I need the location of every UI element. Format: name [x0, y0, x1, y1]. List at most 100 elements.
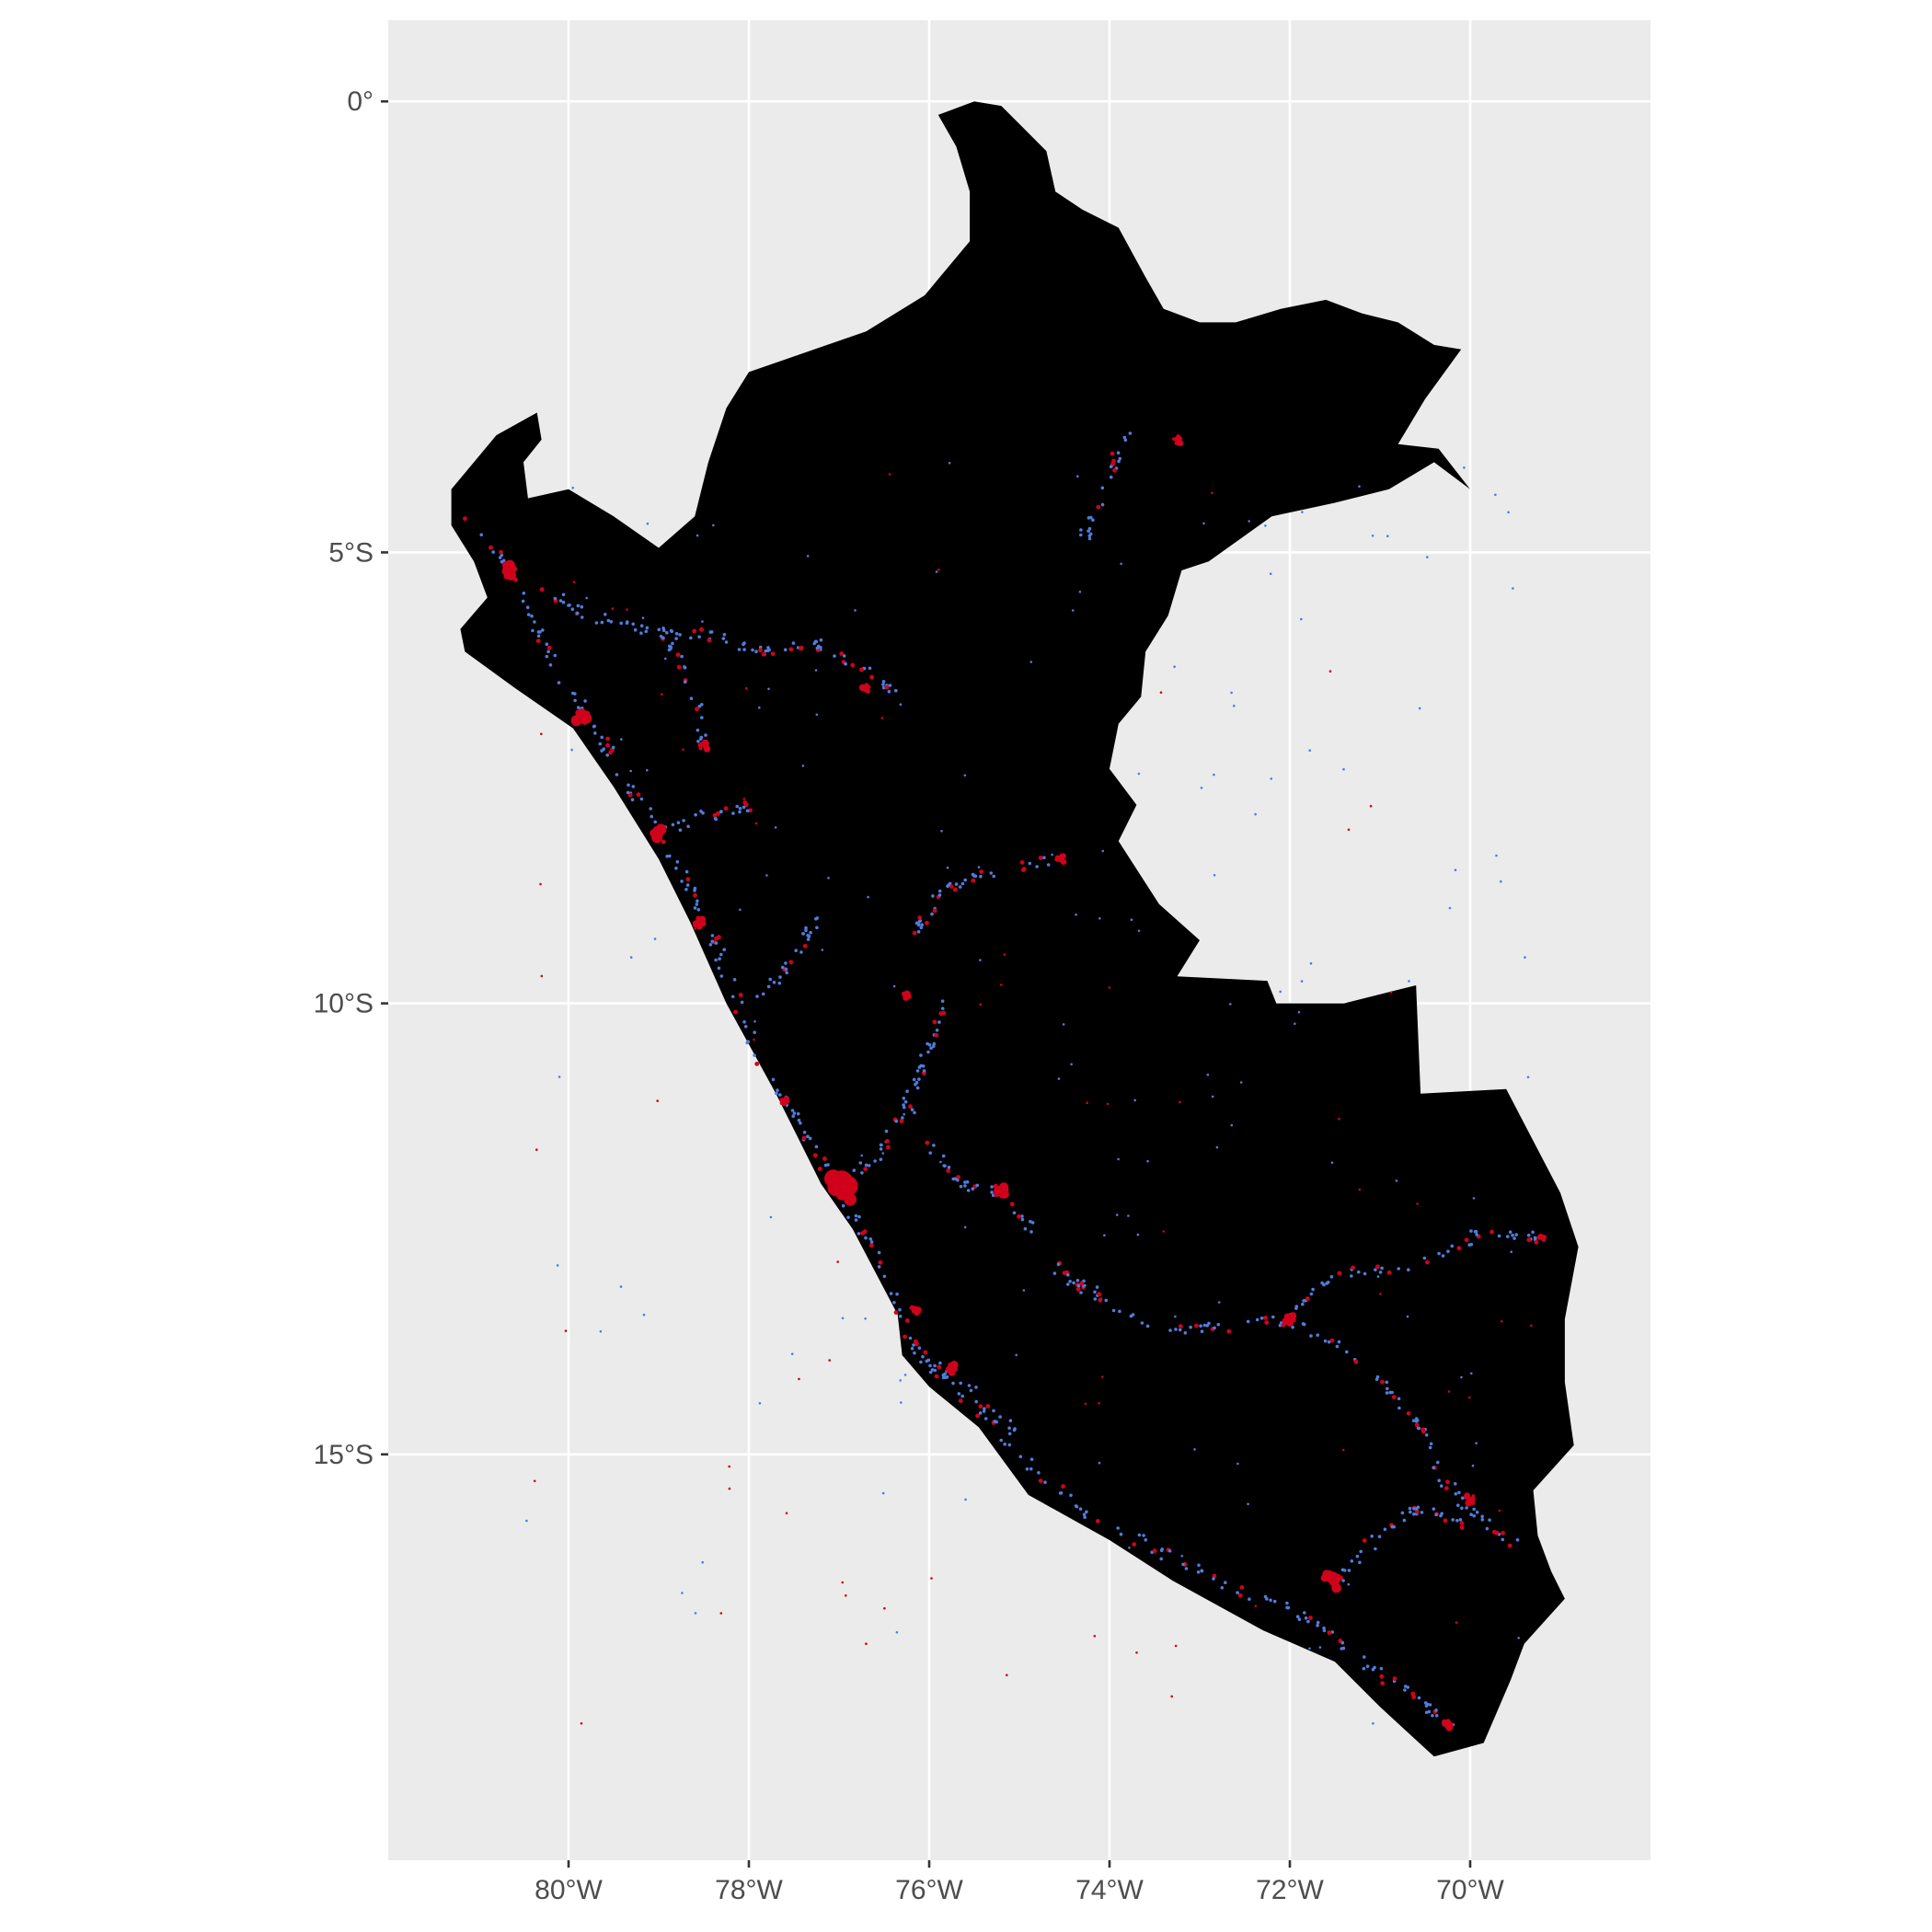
light-dot: [755, 995, 759, 998]
city-light: [1289, 1316, 1295, 1323]
light-dot: [1322, 1626, 1326, 1630]
light-dot: [1472, 1197, 1476, 1200]
light-dot: [867, 895, 869, 899]
light-dot: [1132, 1542, 1137, 1547]
light-dot: [1133, 1098, 1136, 1102]
light-dot: [1123, 438, 1128, 443]
light-dot: [1226, 1328, 1232, 1334]
light-dot: [1076, 475, 1079, 477]
light-dot: [719, 974, 724, 978]
y-tick-label: 0°: [347, 86, 374, 117]
light-dot: [1194, 1323, 1199, 1328]
light-dot: [1075, 1504, 1079, 1509]
light-dot: [1379, 1666, 1384, 1671]
light-dot: [1494, 1530, 1500, 1535]
light-dot: [1534, 1239, 1539, 1245]
light-dot: [1037, 1471, 1041, 1475]
light-dot: [1374, 1547, 1377, 1551]
light-dot: [1263, 1316, 1268, 1320]
light-dot: [653, 820, 657, 824]
light-dot: [730, 995, 735, 999]
light-dot: [489, 545, 493, 550]
light-dot: [791, 641, 796, 645]
light-dot: [1213, 773, 1215, 776]
light-dot: [977, 866, 981, 868]
light-dot: [642, 1313, 646, 1317]
light-dot: [1297, 1010, 1301, 1014]
light-dot: [1338, 1117, 1340, 1121]
light-dot: [975, 1413, 980, 1419]
light-dot: [570, 691, 575, 696]
light-dot: [937, 569, 940, 571]
light-dot: [521, 599, 525, 604]
light-dot: [680, 654, 684, 659]
light-dot: [1179, 1328, 1182, 1332]
light-dot: [739, 908, 742, 912]
city-light: [1465, 1493, 1471, 1500]
light-dot: [583, 699, 587, 703]
light-dot: [1093, 1297, 1098, 1301]
light-dot: [1471, 1464, 1475, 1467]
light-dot: [921, 1354, 925, 1359]
light-dot: [585, 596, 588, 600]
light-dot: [1181, 1562, 1185, 1567]
light-dot: [833, 654, 836, 658]
light-dot: [1008, 1419, 1013, 1422]
light-dot: [704, 733, 707, 737]
light-dot: [602, 747, 605, 751]
light-dot: [1397, 1406, 1401, 1410]
light-dot: [867, 1164, 871, 1167]
light-dot: [605, 753, 609, 757]
light-dot: [815, 916, 820, 920]
light-dot: [1022, 1289, 1026, 1292]
light-dot: [1327, 1630, 1332, 1636]
light-dot: [929, 1046, 933, 1051]
light-dot: [1420, 1511, 1424, 1514]
light-dot: [827, 877, 830, 880]
light-dot: [1337, 1271, 1342, 1276]
light-dot: [1254, 1604, 1258, 1607]
light-dot: [1469, 1242, 1474, 1247]
light-dot: [1371, 535, 1374, 537]
light-dot: [696, 908, 701, 912]
light-dot: [1459, 1521, 1465, 1526]
light-dot: [1358, 1560, 1362, 1565]
light-dot: [854, 1213, 858, 1218]
light-dot: [1455, 1621, 1458, 1624]
light-dot: [1259, 1317, 1264, 1320]
light-dot: [723, 806, 729, 811]
light-dot: [1003, 953, 1006, 956]
light-dot: [978, 1411, 983, 1415]
light-dot: [1265, 1597, 1269, 1601]
city-light: [1471, 1501, 1476, 1506]
light-dot: [1115, 1213, 1119, 1216]
light-dot: [667, 648, 672, 652]
light-dot: [1028, 861, 1032, 866]
light-dot: [943, 1164, 947, 1168]
city-light: [656, 830, 663, 837]
light-dot: [737, 648, 742, 651]
light-dot: [1174, 1315, 1177, 1318]
light-dot: [990, 1185, 994, 1189]
light-dot: [1408, 1506, 1412, 1511]
light-dot: [1062, 1023, 1065, 1026]
light-dot: [1291, 1325, 1294, 1329]
light-dot: [1117, 1157, 1120, 1161]
light-dot: [790, 1109, 795, 1112]
light-dot: [522, 592, 526, 595]
light-dot: [864, 1163, 868, 1167]
light-dot: [499, 549, 503, 555]
light-dot: [1495, 854, 1498, 857]
light-dot: [676, 821, 681, 824]
light-dot: [859, 667, 864, 673]
light-dot: [1485, 1526, 1489, 1531]
light-dot: [882, 1274, 887, 1279]
light-dot: [758, 1402, 762, 1405]
light-dot: [561, 600, 566, 604]
light-dot: [717, 966, 721, 971]
light-dot: [538, 630, 542, 634]
light-dot: [1475, 1511, 1479, 1514]
light-dot: [926, 1050, 930, 1054]
light-dot: [742, 648, 746, 651]
light-dot: [661, 627, 665, 630]
